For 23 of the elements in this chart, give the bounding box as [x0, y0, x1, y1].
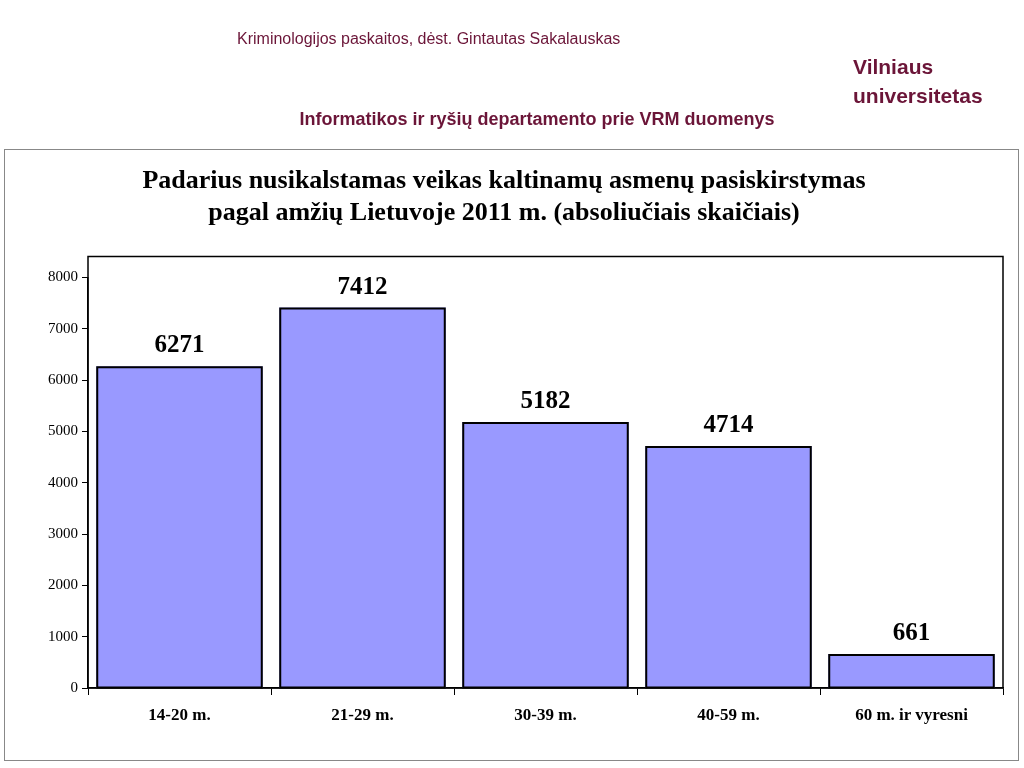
x-tick-label: 21-29 m.: [331, 704, 394, 724]
x-tick-label: 14-20 m.: [148, 704, 211, 724]
y-tick-label: 3000: [48, 524, 78, 541]
data-label: 7412: [337, 271, 388, 299]
y-tick-label: 8000: [48, 268, 78, 285]
x-tick-label: 40-59 m.: [697, 704, 760, 724]
y-tick-label: 5000: [48, 422, 78, 439]
y-tick-label: 2000: [48, 576, 78, 593]
y-tick-label: 4000: [48, 473, 78, 490]
x-tick-label: 60 m. ir vyresni: [855, 704, 969, 724]
text: Informatikos ir ryšių departamento prie VRM duomenys: [298, 109, 776, 130]
y-tick-label: 6000: [48, 370, 78, 387]
chart-title: Padarius nusikalstamas veikas kaltinamų asmenų pasiskirstymas pagal amžių Lietuvoje 2011 m. (absoliučiais skaičiais): [142, 165, 866, 226]
data-label: 4714: [703, 410, 754, 438]
y-tick-label: 1000: [48, 627, 78, 644]
text: Kriminologijos paskaitos, dėst. Gintautas Sakalauskas: [237, 30, 621, 48]
data-label: 661: [892, 618, 931, 646]
y-tick-label: 0: [70, 678, 78, 695]
data-label: 5182: [520, 385, 571, 413]
text: Vilniaus universitetas: [853, 54, 983, 109]
y-tick-label: 7000: [48, 319, 78, 336]
x-tick-label: 30-39 m.: [514, 704, 577, 724]
data-label: 6271: [154, 330, 205, 358]
